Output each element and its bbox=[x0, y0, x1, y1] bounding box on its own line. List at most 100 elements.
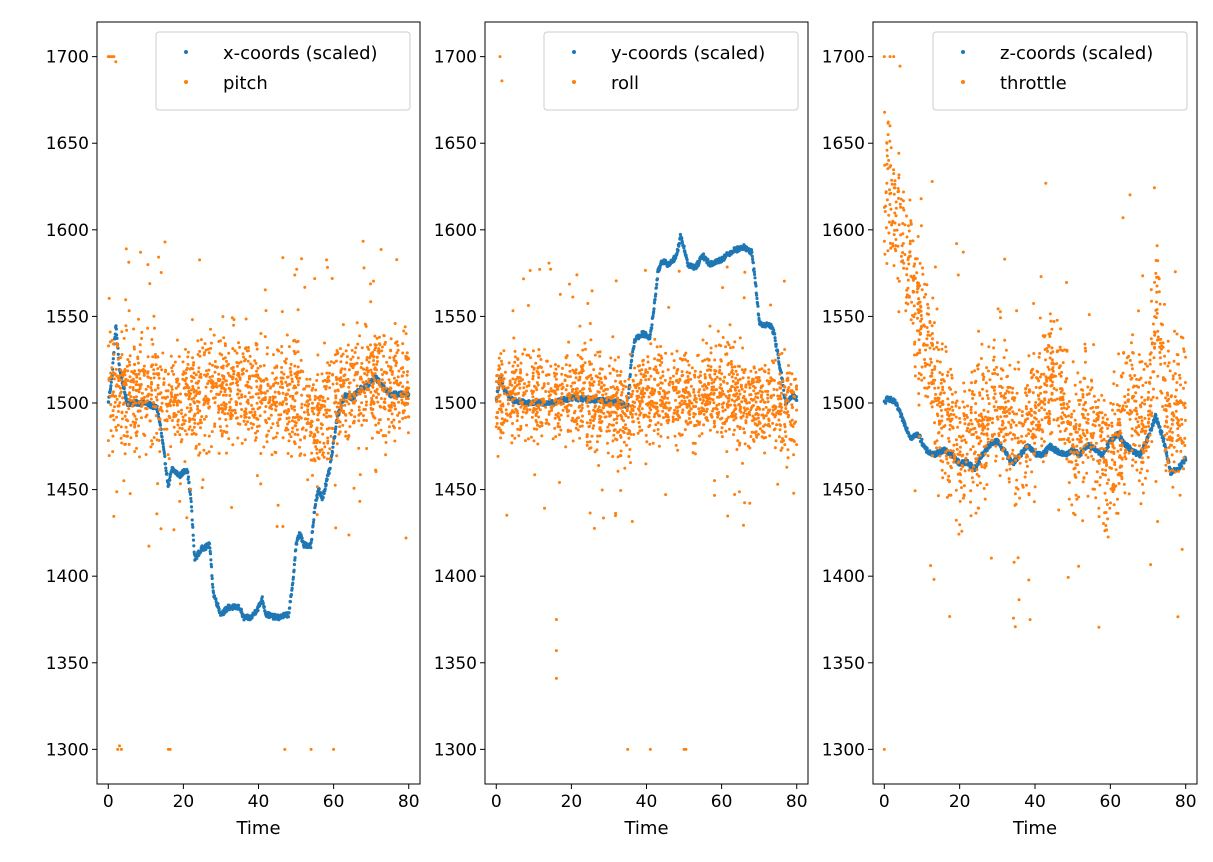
data-point bbox=[784, 393, 788, 397]
data-point bbox=[554, 367, 558, 371]
data-point bbox=[290, 430, 294, 434]
data-point bbox=[334, 526, 338, 530]
data-point bbox=[574, 371, 578, 375]
data-point bbox=[199, 338, 203, 342]
data-point bbox=[566, 414, 570, 418]
data-point bbox=[311, 386, 315, 390]
data-point bbox=[114, 367, 118, 371]
data-point bbox=[685, 395, 689, 399]
data-point bbox=[706, 381, 710, 385]
data-point bbox=[500, 359, 503, 363]
data-point bbox=[310, 537, 314, 541]
data-point bbox=[111, 390, 115, 394]
data-point bbox=[592, 368, 596, 372]
data-point bbox=[286, 615, 290, 619]
data-point bbox=[167, 402, 171, 406]
data-point bbox=[188, 410, 192, 414]
data-point bbox=[369, 343, 372, 347]
data-point bbox=[161, 442, 165, 446]
data-point bbox=[728, 323, 732, 327]
data-point bbox=[737, 403, 741, 407]
data-point bbox=[213, 422, 217, 426]
data-point bbox=[370, 436, 374, 440]
data-point bbox=[178, 482, 182, 486]
data-point bbox=[316, 353, 320, 357]
data-point bbox=[244, 423, 248, 426]
data-point bbox=[172, 528, 176, 532]
data-point bbox=[306, 478, 310, 482]
data-point bbox=[343, 403, 347, 407]
data-point bbox=[133, 362, 137, 366]
data-point bbox=[605, 398, 609, 402]
data-point bbox=[184, 376, 188, 380]
data-point bbox=[503, 370, 507, 374]
data-point bbox=[708, 428, 712, 432]
data-point bbox=[293, 273, 297, 277]
data-point bbox=[135, 446, 138, 450]
data-point bbox=[316, 404, 319, 408]
data-point bbox=[623, 379, 627, 383]
data-point bbox=[544, 373, 548, 377]
data-point bbox=[248, 354, 252, 358]
data-point bbox=[680, 236, 684, 240]
data-point bbox=[533, 473, 537, 477]
data-point bbox=[581, 348, 585, 352]
data-point bbox=[176, 384, 180, 388]
data-point bbox=[190, 432, 194, 436]
data-point bbox=[196, 404, 200, 408]
data-point bbox=[708, 375, 712, 379]
data-point bbox=[624, 402, 628, 406]
data-point bbox=[190, 523, 195, 527]
data-point bbox=[217, 340, 221, 343]
data-point bbox=[724, 429, 728, 433]
data-point bbox=[630, 358, 634, 362]
data-point bbox=[363, 372, 367, 375]
data-point bbox=[190, 397, 194, 401]
data-point bbox=[349, 364, 353, 368]
data-point bbox=[372, 355, 376, 359]
data-point bbox=[152, 404, 156, 408]
data-point bbox=[325, 477, 329, 482]
data-point bbox=[614, 437, 617, 441]
data-point bbox=[745, 407, 749, 411]
data-point bbox=[593, 450, 597, 454]
data-point bbox=[172, 372, 176, 376]
data-point bbox=[735, 392, 739, 396]
data-point bbox=[129, 436, 133, 440]
data-point bbox=[379, 428, 383, 432]
data-point bbox=[359, 366, 363, 369]
data-point bbox=[339, 383, 343, 387]
data-point bbox=[712, 421, 716, 425]
x-tick-label: 20 bbox=[173, 792, 195, 812]
data-point bbox=[240, 408, 244, 411]
data-point bbox=[328, 363, 332, 367]
data-point bbox=[372, 279, 375, 283]
data-point bbox=[342, 381, 346, 385]
data-point bbox=[683, 399, 687, 403]
data-point bbox=[221, 357, 225, 361]
data-point bbox=[204, 348, 208, 352]
data-point bbox=[767, 382, 771, 386]
data-point bbox=[231, 414, 234, 417]
data-point bbox=[333, 427, 338, 431]
data-point bbox=[648, 406, 652, 410]
data-point bbox=[602, 406, 605, 410]
data-point bbox=[297, 418, 301, 422]
data-point bbox=[406, 397, 410, 401]
data-point bbox=[766, 400, 770, 404]
data-point bbox=[232, 318, 236, 322]
data-point bbox=[178, 433, 182, 437]
data-point bbox=[616, 430, 620, 434]
data-point bbox=[187, 391, 191, 395]
data-point bbox=[685, 405, 689, 409]
data-point bbox=[121, 417, 124, 421]
data-point bbox=[367, 381, 371, 385]
data-point bbox=[397, 411, 401, 415]
data-point bbox=[396, 343, 400, 347]
data-point bbox=[275, 364, 279, 368]
data-point bbox=[192, 376, 196, 380]
data-point bbox=[189, 487, 193, 491]
data-point bbox=[159, 408, 163, 412]
data-point bbox=[172, 411, 176, 415]
data-point bbox=[191, 363, 195, 367]
